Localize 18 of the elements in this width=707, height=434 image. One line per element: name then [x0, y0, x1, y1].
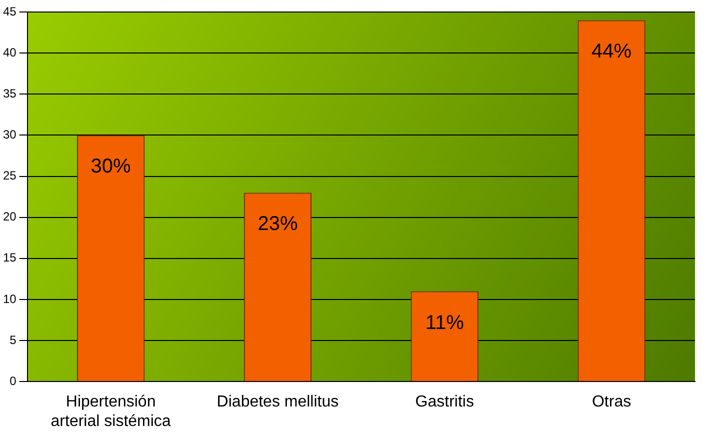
y-tick-label: 40: [2, 45, 17, 60]
x-tick-label: Gastritis: [415, 394, 474, 411]
x-tick-label: Hipertensión arterial sistémica: [50, 394, 171, 430]
y-tick-label: 10: [2, 292, 17, 306]
y-tick-label: 45: [2, 4, 17, 18]
y-tick-label: 25: [2, 168, 17, 183]
y-tick-label: 15: [2, 250, 17, 265]
y-tick-label: 20: [2, 210, 17, 224]
x-tick-label: Otras: [592, 394, 632, 411]
data-label: 11%: [425, 312, 464, 334]
y-tick-label: 30: [2, 128, 17, 142]
data-label: 30%: [90, 156, 132, 178]
y-tick-label: 0: [10, 374, 17, 388]
data-label: 23%: [258, 213, 298, 236]
y-tick-label: 35: [2, 86, 17, 100]
y-tick-label: 5: [10, 332, 17, 347]
x-tick-label: Diabetes mellitus: [216, 394, 339, 411]
data-label: 44%: [592, 40, 632, 63]
